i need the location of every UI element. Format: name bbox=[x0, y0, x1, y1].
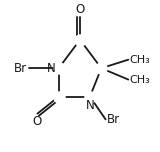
Text: Br: Br bbox=[14, 62, 27, 75]
Text: N: N bbox=[86, 99, 94, 112]
Text: O: O bbox=[75, 3, 85, 16]
Text: O: O bbox=[33, 115, 42, 128]
Text: N: N bbox=[47, 62, 56, 75]
Text: CH₃: CH₃ bbox=[130, 55, 150, 65]
Text: Br: Br bbox=[107, 113, 120, 126]
Text: CH₃: CH₃ bbox=[130, 75, 150, 85]
